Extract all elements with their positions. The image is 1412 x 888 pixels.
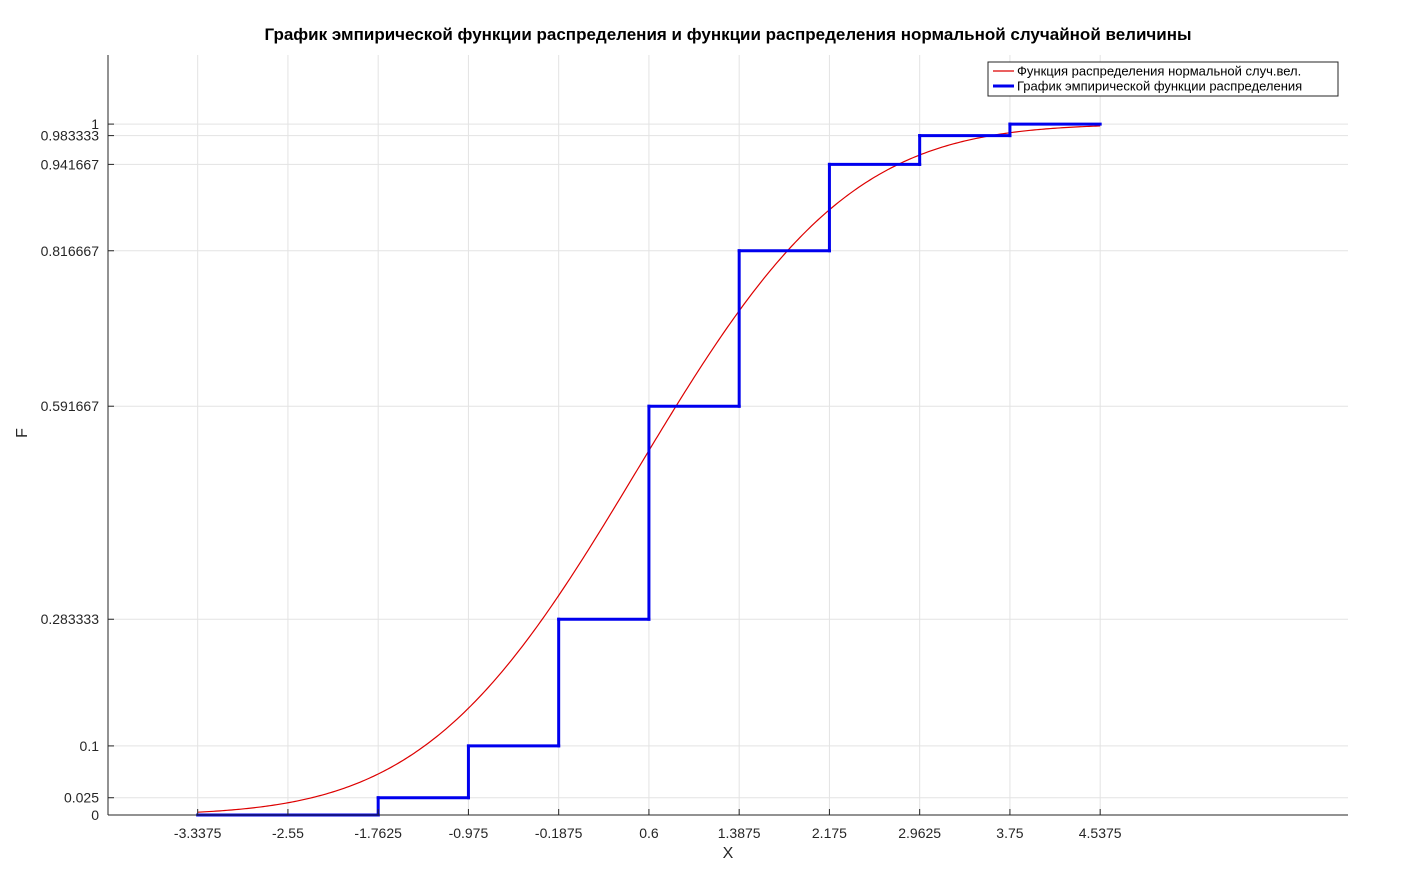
y-tick-label: 0.025 [64,790,99,806]
x-tick-label: 0.6 [639,825,659,841]
x-tick-label: 2.175 [812,825,847,841]
x-tick-label: -3.3375 [174,825,222,841]
x-tick-labels: -3.3375 -2.55 -1.7625 -0.975 -0.1875 0.6 1.387… [174,825,1122,841]
legend-box [987,61,1339,97]
x-axis-label: X [723,845,734,862]
y-tick-label: 1 [91,116,99,132]
x-tick-label: 3.75 [996,825,1023,841]
y-tick-label: 0.591667 [41,398,100,414]
y-tick-label: 0.283333 [41,611,100,627]
legend-entry: Функция распределения нормальной случ.ве… [1017,64,1301,79]
y-tick-label: 0.1 [80,738,100,754]
x-tick-label: 4.5375 [1079,825,1122,841]
x-tick-label: 2.9625 [898,825,941,841]
x-tick-label: -0.1875 [535,825,583,841]
axes [107,55,1348,816]
x-tick-label: 1.3875 [718,825,761,841]
x-tick-label: -0.975 [449,825,489,841]
y-tick-labels: 00.025 0.1 0.283333 0.591667 0.816667 0.94166… [41,116,100,823]
y-tick-label: 0.816667 [41,243,100,259]
legend: Функция распределения нормальной случ.ве… [987,61,1339,97]
y-tick-label: 0.941667 [41,156,100,172]
grid [108,55,1348,816]
chart-title: График эмпирической функции распределени… [264,25,1191,44]
y-axis-label: F [14,428,31,438]
legend-entry: График эмпирической функции распределени… [1017,79,1302,94]
y-tick-label: 0 [91,807,99,823]
y-tick-label: 0.983333 [41,128,100,144]
x-tick-label: -1.7625 [354,825,402,841]
x-tick-label: -2.55 [272,825,304,841]
